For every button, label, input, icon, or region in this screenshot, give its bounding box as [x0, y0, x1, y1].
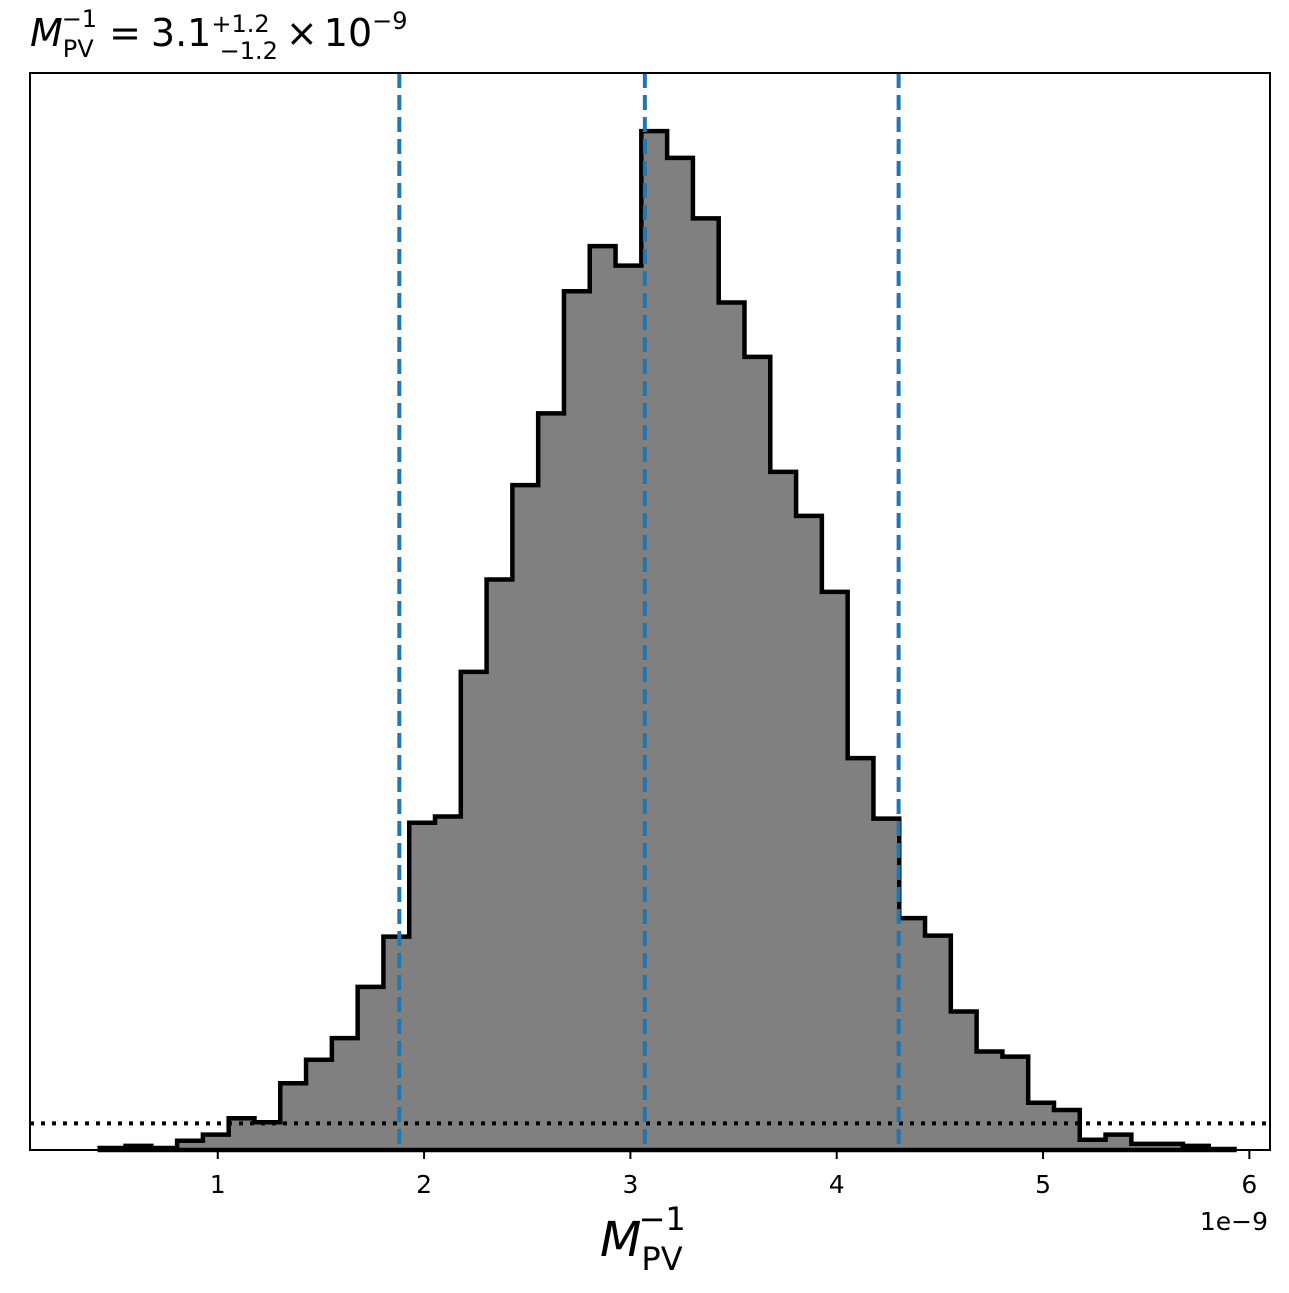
title-err-minus: −1.2 — [220, 37, 278, 65]
histogram-bars — [97, 128, 1237, 1153]
x-tick-label: 1 — [210, 1170, 226, 1199]
title-symbol: M — [30, 11, 63, 55]
x-tick-label: 4 — [829, 1170, 845, 1199]
x-axis-ticks: 1 2 3 4 5 6 — [210, 1150, 1257, 1199]
title-err-plus: +1.2 — [211, 10, 269, 38]
title-exp-power: −9 — [372, 7, 407, 35]
chart-title: MPV−1 = 3.1+1.2 −1.2 × 10−9 — [30, 5, 408, 65]
x-tick-label: 6 — [1241, 1170, 1257, 1199]
x-tick-label: 3 — [622, 1170, 638, 1199]
title-exp-base: 10 — [324, 11, 372, 55]
title-symbol-subscript: PV — [63, 35, 94, 63]
x-tick-label: 5 — [1035, 1170, 1051, 1199]
xlabel-subscript: PV — [641, 1240, 682, 1278]
x-tick-label: 2 — [416, 1170, 432, 1199]
x-axis-label: MPV−1 — [600, 1200, 686, 1278]
reference-lines — [30, 73, 1270, 1150]
title-times: × — [286, 11, 318, 55]
xlabel-symbol: M — [600, 1212, 641, 1268]
histogram-step-outline — [97, 128, 1237, 1153]
title-value: 3.1 — [151, 11, 211, 55]
x-axis-offset-text: 1e−9 — [1200, 1207, 1268, 1236]
title-equals: = — [109, 11, 141, 55]
xlabel-superscript: −1 — [639, 1200, 686, 1238]
axes-frame — [29, 72, 1271, 1151]
title-symbol-superscript: −1 — [62, 5, 97, 33]
